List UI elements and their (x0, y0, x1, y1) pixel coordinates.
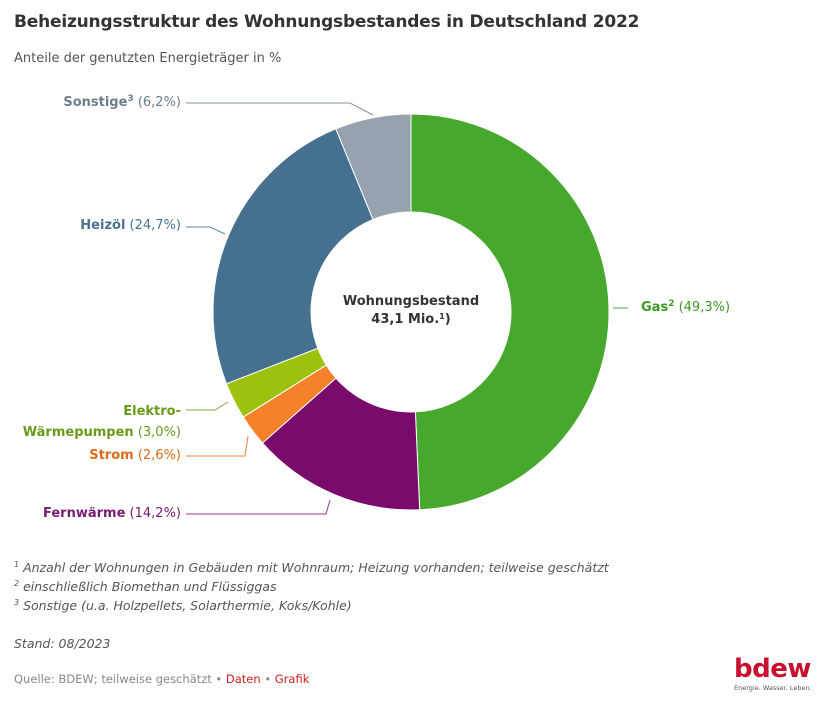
footnote-1: 1 Anzahl der Wohnungen in Gebäuden mit W… (14, 560, 609, 575)
separator: • (260, 672, 275, 686)
footnote-2: 2 einschließlich Biomethan und Flüssigga… (14, 579, 277, 594)
center-label: Wohnungsbestand 43,1 Mio.1) (311, 293, 511, 329)
label-fernwaerme: Fernwärme (14,2%) (43, 506, 181, 521)
center-label-line1: Wohnungsbestand (342, 294, 480, 309)
separator: • (211, 672, 226, 686)
slice-heizöl (212, 128, 374, 385)
leader-line-sonstige (186, 102, 374, 116)
bdew-logo: bdew Energie. Wasser. Leben. (734, 656, 812, 692)
graphic-link[interactable]: Grafik (274, 672, 310, 686)
label-sonstige: Sonstige3 (6,2%) (63, 94, 181, 111)
leader-line-elektro-wärmepumpen (186, 401, 229, 411)
leader-line-heizöl (186, 226, 226, 235)
data-link[interactable]: Daten (225, 672, 261, 686)
logo-tagline: Energie. Wasser. Leben. (734, 684, 812, 692)
label-waermepumpen: Elektro- Wärmepumpen (3,0%) (22, 404, 181, 440)
stand-date: Stand: 08/2023 (14, 636, 111, 651)
label-gas: Gas2 (49,3%) (641, 299, 731, 316)
leader-line-fernwärme (186, 499, 331, 515)
chart-subtitle: Anteile der genutzten Energieträger in % (14, 51, 282, 66)
label-strom: Strom (2,6%) (89, 448, 181, 463)
footnotes: 1 Anzahl der Wohnungen in Gebäuden mit W… (14, 558, 609, 615)
footnote-3: 3 Sonstige (u.a. Holzpellets, Solartherm… (14, 598, 352, 613)
slice-gas (410, 113, 610, 511)
source-text: Quelle: BDEW; teilweise geschätzt (14, 672, 212, 686)
leader-line-strom (186, 435, 249, 457)
logo-wordmark: bdew (734, 654, 811, 684)
slice-sonstige (335, 113, 412, 221)
slice-fernwärme (261, 377, 421, 511)
label-heizoel: Heizöl (24,7%) (80, 218, 181, 233)
center-label-line2: 43,1 Mio.1) (371, 312, 451, 327)
source-line: Quelle: BDEW; teilweise geschätzt • Date… (14, 672, 309, 686)
chart-title: Beheizungsstruktur des Wohnungsbestandes… (14, 12, 640, 32)
